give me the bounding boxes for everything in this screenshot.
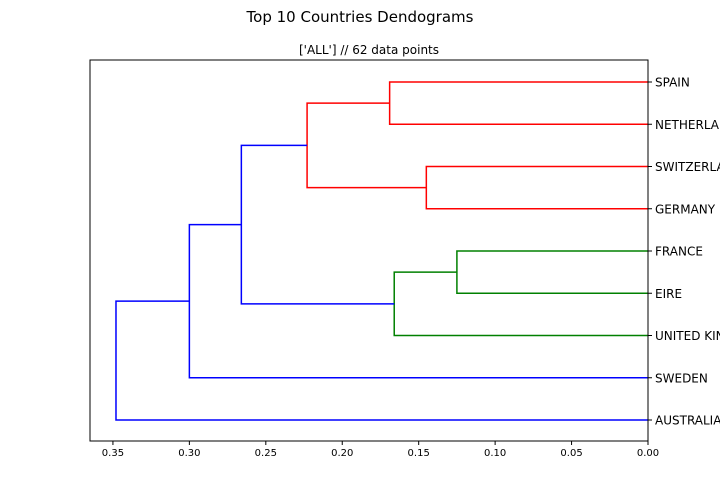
leaf-label-france: FRANCE xyxy=(655,245,703,259)
leaf-label-germany: GERMANY xyxy=(655,202,716,216)
leaf-labels: SPAIN NETHERLANDS SWITZERLAND GERMANY FRANCE… xyxy=(648,76,720,428)
x-axis: 0.35 0.30 0.25 0.20 0.15 0.10 0.05 0.00 xyxy=(102,441,659,459)
link-m4 xyxy=(456,250,648,294)
link-m8 xyxy=(115,300,648,421)
link-m7 xyxy=(188,223,648,379)
link-m6 xyxy=(240,144,395,305)
x-tick-label: 0.20 xyxy=(331,448,353,459)
x-tick-label: 0.15 xyxy=(408,448,430,459)
leaf-label-eire: EIRE xyxy=(655,287,682,301)
x-tick-label: 0.05 xyxy=(560,448,582,459)
chart-title: Top 10 Countries Dendograms xyxy=(246,8,474,26)
x-tick-label: 0.25 xyxy=(255,448,277,459)
link-m2 xyxy=(425,165,648,210)
leaf-label-sweden: SWEDEN xyxy=(655,371,708,385)
x-tick-label: 0.35 xyxy=(102,448,124,459)
leaf-label-netherlands: NETHERLANDS xyxy=(655,118,720,132)
leaf-label-switzerland: SWITZERLAND xyxy=(655,160,720,174)
x-tick-label: 0.10 xyxy=(484,448,506,459)
chart-subtitle: ['ALL'] // 62 data points xyxy=(299,43,439,57)
leaf-label-australia: AUSTRALIA xyxy=(655,414,720,428)
link-m3 xyxy=(306,102,427,189)
leaf-label-spain: SPAIN xyxy=(655,76,690,90)
link-m5 xyxy=(393,271,648,337)
link-m1 xyxy=(388,81,648,125)
x-tick-label: 0.30 xyxy=(178,448,200,459)
x-tick-label: 0.00 xyxy=(637,448,659,459)
leaf-label-united-kingdom: UNITED KINGDOM xyxy=(655,329,720,343)
dendrogram-links xyxy=(115,81,648,421)
